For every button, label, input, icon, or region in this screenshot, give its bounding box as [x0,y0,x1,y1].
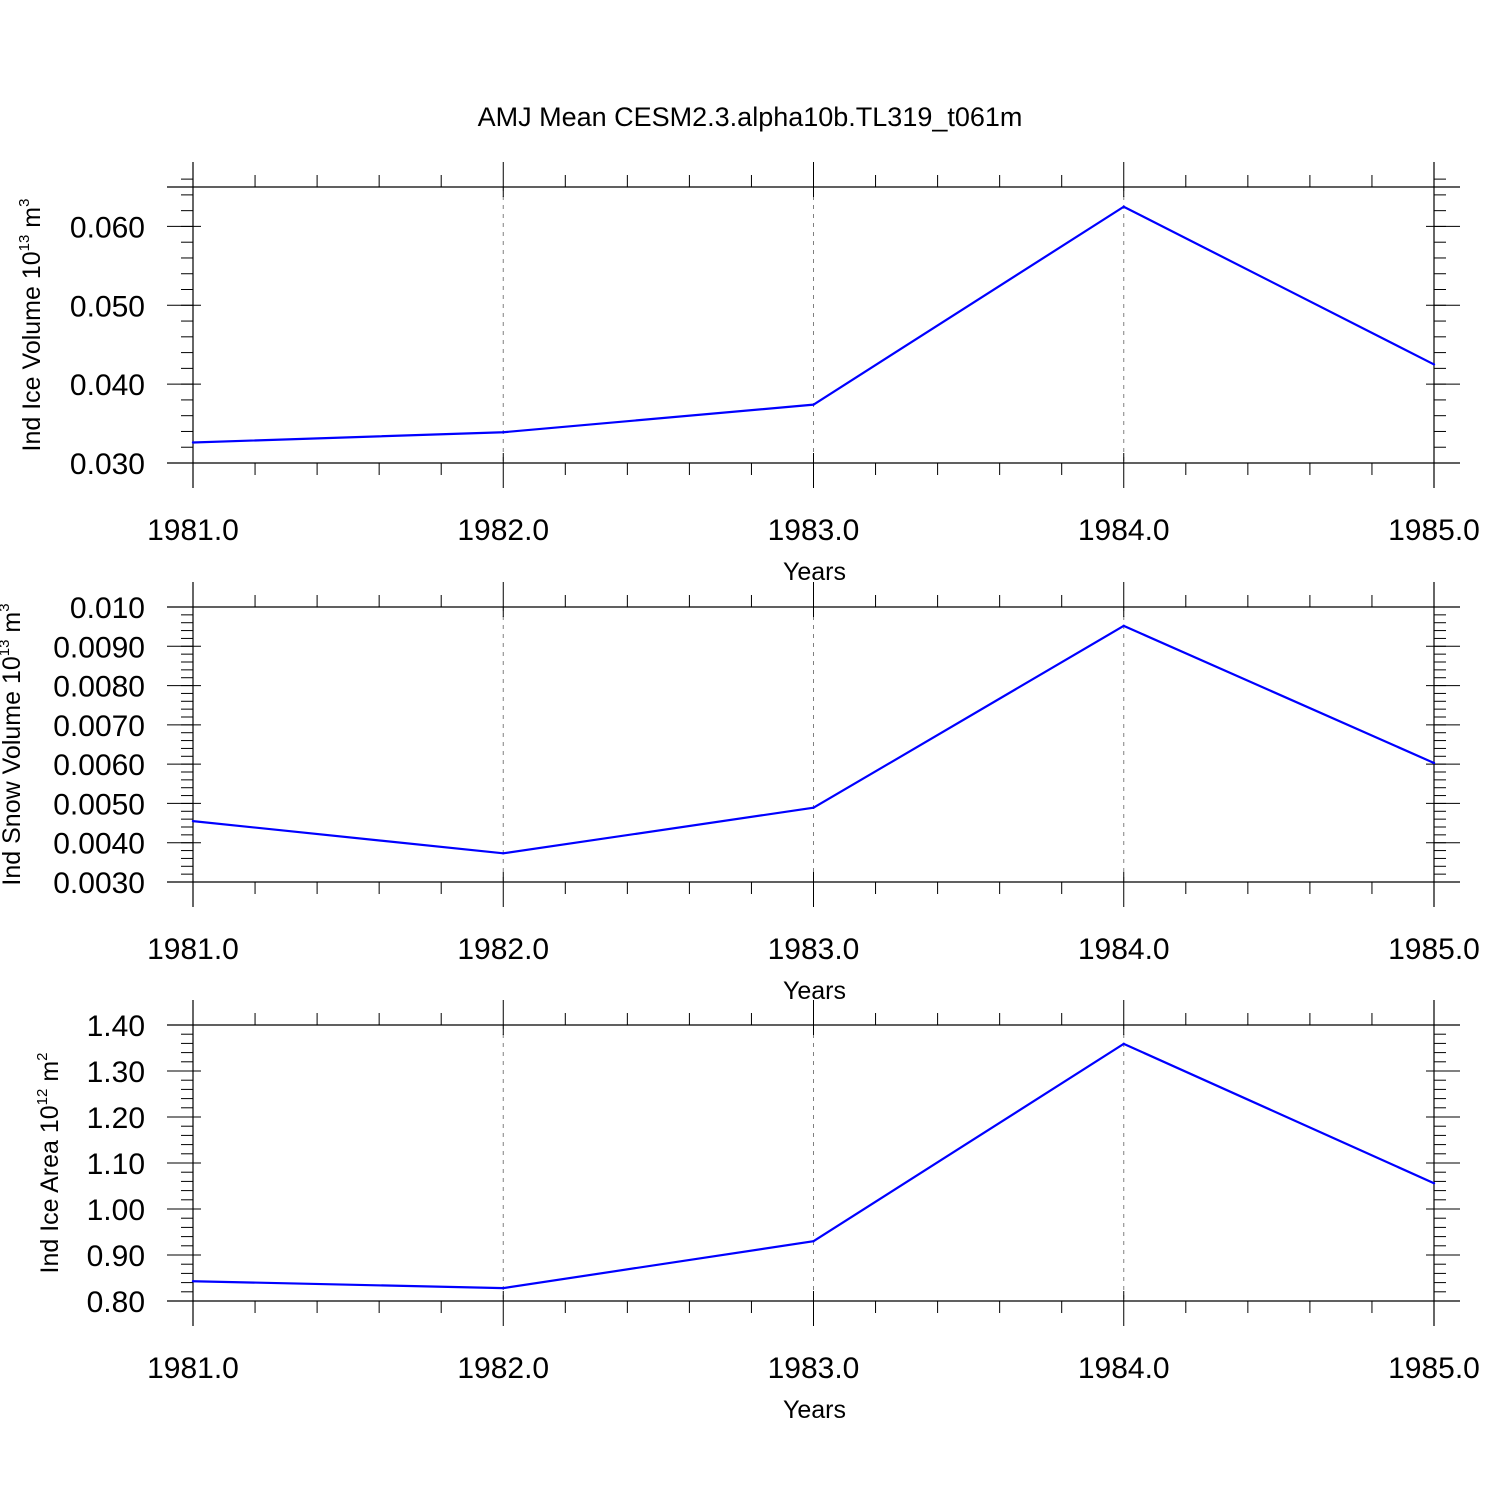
data-point [191,1280,195,1283]
x-tick-label: 1985.0 [1388,933,1480,966]
data-point [1432,761,1436,765]
data-point [812,806,815,809]
y-axis-label: Ind Ice Area 1012 m2 [34,1053,64,1274]
x-tick-label: 1982.0 [457,1352,549,1385]
y-axis-label: Ind Snow Volume 1013 m3 [0,603,26,885]
y-tick-label: 1.40 [87,1010,145,1043]
y-tick-label: 0.0060 [53,749,145,782]
chart-panel-2: 0.0030 0.0040 0.0050 0.0060 0.0070 0.0080 0.00… [0,582,1480,1005]
y-tick-label: 1.20 [87,1102,145,1135]
data-point [1122,624,1125,628]
data-point [1122,205,1125,208]
y-tick-label: 0.0050 [53,788,145,821]
y-tick-label: 0.030 [70,448,145,481]
y-tick-label: 0.0030 [53,867,145,900]
y-tick-label: 0.0070 [53,710,145,743]
x-tick-label: 1982.0 [457,933,549,966]
data-point [1432,1182,1436,1185]
chart-panel-3: 0.80 0.90 1.00 1.10 1.20 1.30 1.40 1981.0 1982.0… [34,1000,1480,1424]
x-tick-label: 1981.0 [147,514,239,547]
data-point [502,852,505,855]
data-point [502,431,505,434]
data-point [1122,1042,1125,1046]
x-tick-label: 1981.0 [147,1352,239,1385]
x-tick-label: 1983.0 [768,933,860,966]
data-point [1432,363,1436,366]
x-axis-label: Years [783,1396,846,1424]
x-tick-label: 1983.0 [768,514,860,547]
x-tick-label: 1985.0 [1388,1352,1480,1385]
figure-title: AMJ Mean CESM2.3.alpha10b.TL319_t061m [478,102,1023,132]
x-tick-label: 1984.0 [1078,933,1170,966]
y-tick-label: 0.060 [70,211,145,244]
x-tick-label: 1984.0 [1078,1352,1170,1385]
x-tick-label: 1983.0 [768,1352,860,1385]
data-point [812,403,815,406]
y-tick-label: 0.0090 [53,631,145,664]
x-tick-label: 1982.0 [457,514,549,547]
x-axis-label: Years [783,558,846,586]
y-tick-label: 0.040 [70,369,145,402]
y-axis-label: Ind Ice Volume 1013 m3 [16,199,46,452]
y-tick-label: 0.050 [70,290,145,323]
x-tick-label: 1985.0 [1388,514,1480,547]
y-tick-label: 0.0080 [53,671,145,704]
data-point [191,819,195,823]
data-point [502,1286,505,1290]
data-point [191,441,195,444]
chart-panel-1: 0.030 0.040 0.050 0.060 1981.0 1982.0 1983.0 19… [16,162,1480,586]
data-point [812,1240,815,1243]
chart-panels: 0.030 0.040 0.050 0.060 1981.0 1982.0 1983.0 19… [0,162,1480,1424]
y-tick-label: 0.90 [87,1240,145,1273]
y-tick-label: 0.0040 [53,828,145,861]
y-tick-label: 0.010 [70,592,145,625]
y-tick-label: 1.30 [87,1056,145,1089]
y-tick-label: 1.10 [87,1148,145,1181]
y-tick-label: 0.80 [87,1286,145,1319]
x-tick-label: 1981.0 [147,933,239,966]
x-axis-label: Years [783,977,846,1005]
y-tick-label: 1.00 [87,1194,145,1227]
x-tick-label: 1984.0 [1078,514,1170,547]
